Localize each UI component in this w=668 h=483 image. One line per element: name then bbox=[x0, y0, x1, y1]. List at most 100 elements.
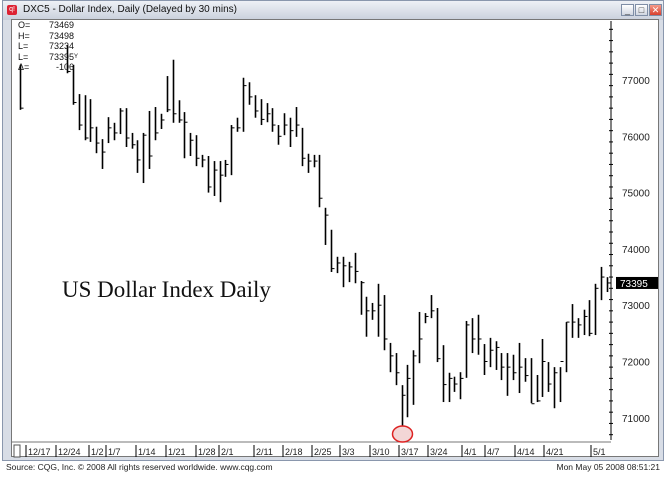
ohlc-bar bbox=[559, 361, 564, 403]
ohlc-bar bbox=[207, 156, 212, 193]
ohlc-bar bbox=[377, 283, 382, 337]
ohlc-bar bbox=[254, 95, 259, 118]
quote-low: L= 73234 bbox=[18, 41, 74, 51]
ohlc-bar bbox=[301, 127, 306, 167]
ohlc-bar bbox=[219, 161, 224, 203]
window-title: DXC5 - Dollar Index, Daily (Delayed by 3… bbox=[23, 4, 237, 15]
ohlc-bar bbox=[95, 126, 100, 154]
ohlc-bar bbox=[101, 139, 106, 169]
ohlc-bar bbox=[183, 112, 188, 159]
y-tick-label: 72000 bbox=[622, 358, 650, 369]
ohlc-bar bbox=[401, 385, 406, 434]
ohlc-bar bbox=[260, 99, 265, 126]
maximize-button[interactable]: □ bbox=[635, 4, 648, 16]
ohlc-bar bbox=[524, 358, 529, 382]
x-tick-label: 1/21 bbox=[168, 447, 186, 457]
close-button[interactable]: ✕ bbox=[649, 4, 662, 16]
ohlc-bar bbox=[289, 117, 294, 147]
ohlc-bar bbox=[84, 95, 89, 141]
source-credit: Source: CQG, Inc. © 2008 All rights rese… bbox=[6, 462, 273, 472]
ohlc-bar bbox=[242, 77, 247, 132]
x-tick-label: 12/24 bbox=[58, 447, 81, 457]
ohlc-bar bbox=[512, 354, 517, 381]
ohlc-bar bbox=[248, 82, 253, 105]
ohlc-bar bbox=[277, 125, 282, 145]
x-tick-label: 3/24 bbox=[430, 447, 448, 457]
quote-high: H= 73498 bbox=[18, 30, 74, 41]
ohlc-bar bbox=[553, 367, 558, 409]
ohlc-bar bbox=[489, 337, 494, 368]
y-tick-label: 76000 bbox=[622, 132, 650, 143]
ohlc-bar bbox=[330, 229, 335, 272]
ohlc-bar bbox=[371, 302, 376, 320]
ohlc-bar bbox=[606, 277, 611, 293]
ohlc-bar bbox=[136, 140, 141, 173]
ohlc-bar bbox=[72, 64, 77, 105]
quote-box: O= 73469 H= 73498 L= 73234 L= 73395 Y Δ= -106 bbox=[18, 20, 78, 73]
ohlc-bar bbox=[189, 132, 194, 157]
y-tick-label: 77000 bbox=[622, 76, 650, 87]
ohlc-bar bbox=[230, 125, 235, 176]
ohlc-bar bbox=[148, 110, 153, 169]
ohlc-bar bbox=[142, 132, 147, 184]
ohlc-bar bbox=[448, 372, 453, 403]
ohlc-bar bbox=[436, 308, 441, 363]
ohlc-bar bbox=[113, 122, 118, 141]
ohlc-bar bbox=[348, 261, 353, 283]
quote-change: Δ= -106 bbox=[18, 62, 74, 72]
x-tick-label: 4/21 bbox=[546, 447, 564, 457]
ohlc-bar bbox=[594, 283, 599, 336]
x-tick-label: 4/7 bbox=[487, 447, 500, 457]
ohlc-bar bbox=[412, 350, 417, 405]
ohlc-bar bbox=[78, 94, 83, 131]
ohlc-bar bbox=[236, 117, 241, 132]
quote-open: O= 73469 bbox=[18, 20, 74, 30]
x-tick-label: 5/1 bbox=[593, 447, 606, 457]
ohlc-bar bbox=[213, 161, 218, 196]
ohlc-bar bbox=[125, 108, 130, 147]
ohlc-bar bbox=[424, 313, 429, 324]
quote-last: L= 73395 Y bbox=[18, 51, 79, 62]
ohlc-bar bbox=[283, 113, 288, 136]
y-tick-label: 73000 bbox=[622, 301, 650, 312]
x-tick-label: 4/1 bbox=[464, 447, 477, 457]
ohlc-bar bbox=[119, 108, 124, 135]
ohlc-bar bbox=[172, 59, 177, 123]
x-tick-label: 1/7 bbox=[108, 447, 121, 457]
ohlc-bar bbox=[577, 318, 582, 338]
chart-annotation: US Dollar Index Daily bbox=[62, 277, 271, 302]
x-scroll-box bbox=[13, 444, 21, 458]
ohlc-bar bbox=[477, 314, 482, 355]
ohlc-bar bbox=[418, 311, 423, 364]
minimize-button[interactable]: _ bbox=[621, 4, 634, 16]
x-tick-label: 2/25 bbox=[314, 447, 332, 457]
ohlc-bar bbox=[318, 154, 323, 208]
x-tick-label: 2/11 bbox=[256, 447, 273, 457]
ohlc-bar bbox=[324, 207, 329, 245]
ohlc-bar bbox=[453, 376, 458, 392]
ohlc-bar bbox=[506, 353, 511, 396]
ohlc-bar bbox=[541, 338, 546, 397]
ohlc-bar bbox=[195, 135, 200, 167]
ohlc-bar bbox=[588, 300, 593, 337]
ohlc-bar bbox=[19, 64, 24, 110]
low-marker-icon bbox=[391, 425, 414, 443]
ohlc-bar bbox=[336, 256, 341, 274]
ohlc-bar bbox=[471, 318, 476, 354]
ohlc-bar bbox=[583, 309, 588, 336]
ohlc-bar bbox=[166, 76, 171, 113]
ohlc-bar bbox=[518, 342, 523, 394]
ohlc-bar bbox=[266, 103, 271, 123]
title-bar[interactable]: q! DXC5 - Dollar Index, Daily (Delayed b… bbox=[3, 1, 663, 20]
ohlc-bar bbox=[201, 154, 206, 168]
ohlc-bar bbox=[530, 358, 535, 405]
y-tick-label: 74000 bbox=[622, 245, 650, 256]
ohlc-bar bbox=[565, 321, 570, 373]
ohlc-bar bbox=[307, 153, 312, 173]
x-tick-label: 1/28 bbox=[198, 447, 216, 457]
x-tick-label: 1/14 bbox=[138, 447, 156, 457]
ohlc-bar bbox=[495, 341, 500, 370]
x-tick-label: 2/18 bbox=[285, 447, 303, 457]
ohlc-bar bbox=[107, 117, 112, 144]
